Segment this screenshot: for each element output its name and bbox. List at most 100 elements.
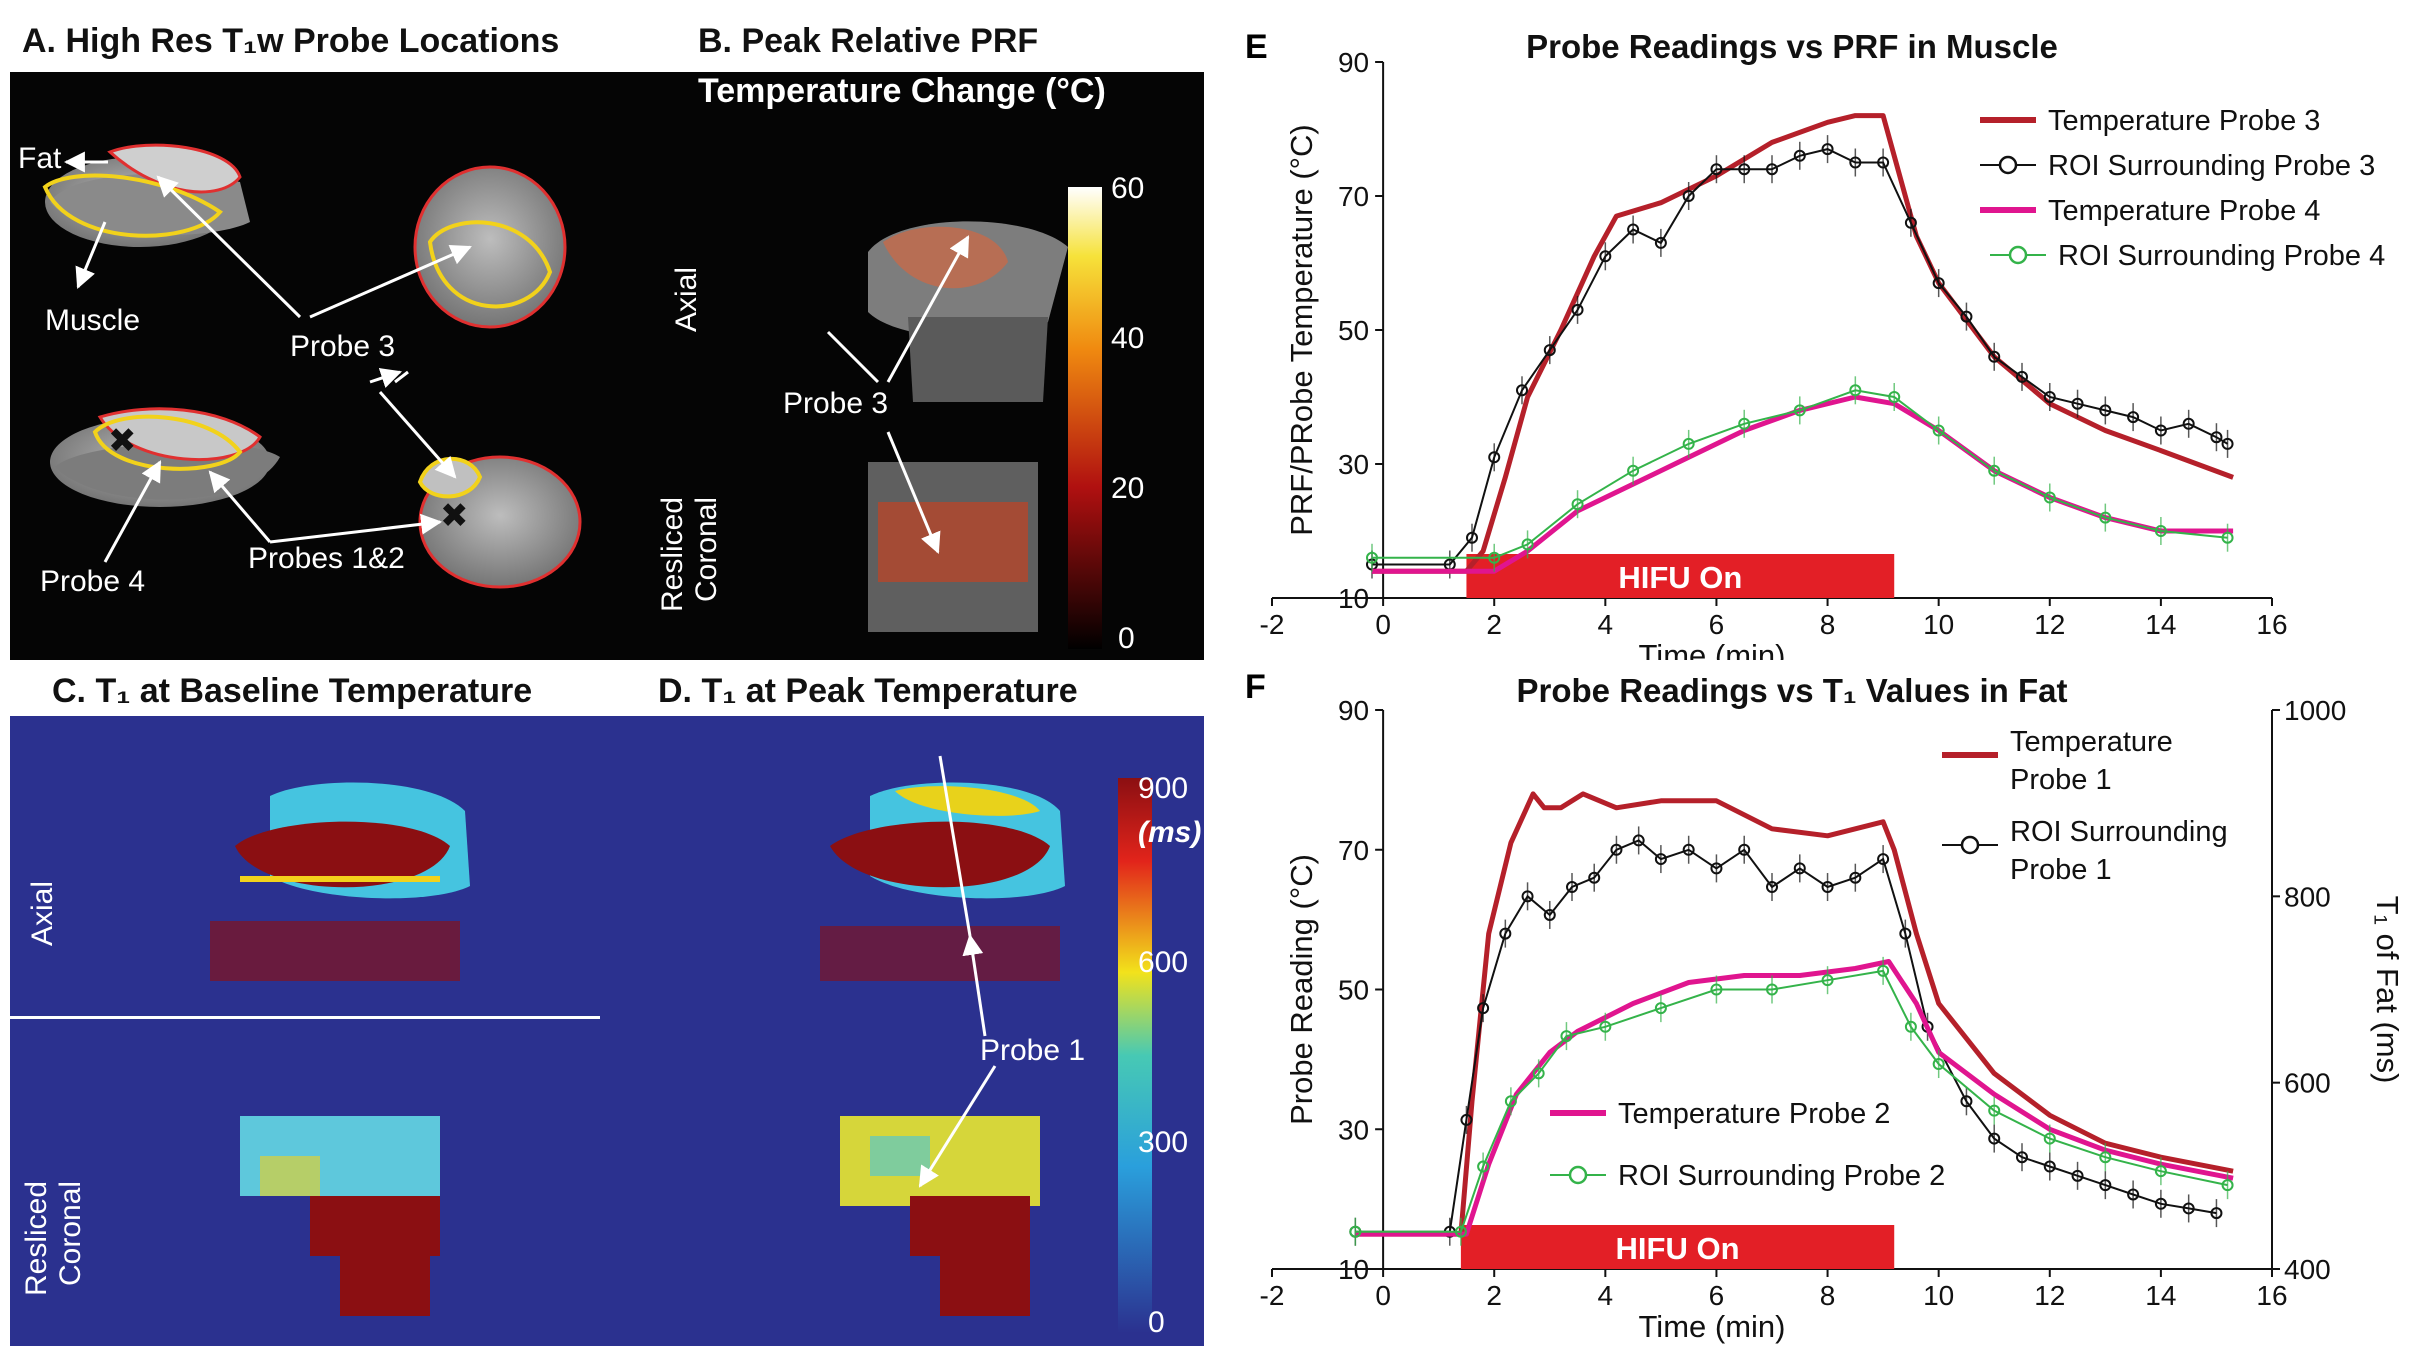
panel-d-t1-map: Probe 1 900 (ms) 600 300 0 bbox=[600, 716, 1204, 1346]
chart-f-series-3-point bbox=[1560, 1030, 1573, 1043]
chart-e-series-1-point bbox=[1466, 531, 1478, 544]
chart-f-ytick-label: 10 bbox=[1338, 1254, 1369, 1285]
chart-f-xtick-label: 14 bbox=[2145, 1280, 2176, 1311]
chart-e-xtick-label: 2 bbox=[1486, 609, 1502, 640]
chart-f-series-3-point bbox=[1477, 1160, 1490, 1173]
prf-colorbar bbox=[1068, 187, 1102, 649]
t1-colorbar bbox=[1118, 778, 1152, 1333]
chart-f-series-1-point bbox=[2182, 1202, 2195, 1215]
chart-f-series-1-point bbox=[1588, 871, 1601, 884]
panel-b-prf-map bbox=[648, 72, 1204, 660]
chart-f-ytick-label: 70 bbox=[1338, 835, 1369, 866]
chart-f-title: Probe Readings vs T₁ Values in Fat bbox=[1517, 672, 2068, 709]
chart-e-series-3-point bbox=[2043, 491, 2056, 504]
chart-e-series-1-point bbox=[1516, 384, 1528, 397]
panel-d-title: D. T₁ at Peak Temperature bbox=[658, 672, 1078, 710]
chart-f-series-3-point bbox=[1766, 983, 1778, 996]
chart-e-series-1-point bbox=[1488, 451, 1501, 464]
probes12-label: Probes 1&2 bbox=[248, 542, 405, 575]
chart-f-y2tick-label: 600 bbox=[2284, 1068, 2331, 1099]
t1-colorbar-tick-600: 600 bbox=[1138, 946, 1189, 979]
chart-f-y2tick-label: 400 bbox=[2284, 1254, 2331, 1285]
chart-e-ytick-label: 50 bbox=[1338, 315, 1369, 346]
chart-e-series-1-point bbox=[1627, 223, 1640, 236]
chart-e-hifu-label: HIFU On bbox=[1618, 560, 1742, 595]
chart-f-series-3-point bbox=[1504, 1095, 1517, 1108]
prf-colorbar-tick-40: 40 bbox=[1111, 322, 1145, 355]
chart-f-hifu-bar bbox=[1460, 1225, 1895, 1269]
chart-f-xtick-label: 12 bbox=[2034, 1280, 2065, 1311]
panel-b-title-line2: Temperature Change (°C) bbox=[698, 72, 1106, 110]
prf-colorbar-tick-20: 20 bbox=[1111, 472, 1145, 505]
chart-f-y2tick-label: 1000 bbox=[2284, 695, 2346, 726]
chart-e-series-1-point bbox=[2127, 411, 2140, 424]
panel-c-coronal-label-1: Resliced bbox=[20, 1180, 53, 1296]
chart-e-series-1-point bbox=[1821, 143, 1834, 156]
chart-f-series-3-point bbox=[2099, 1151, 2112, 1164]
prf-colorbar-tick-0: 0 bbox=[1118, 622, 1135, 655]
panel-c-coronal-label-2: Coronal bbox=[54, 1180, 87, 1286]
chart-f-xtick-label: 6 bbox=[1709, 1280, 1725, 1311]
chart-f-xtick-label: 8 bbox=[1820, 1280, 1836, 1311]
chart-f-series-1-point bbox=[2154, 1197, 2167, 1210]
panel-b-mri-image: Axial Resliced Coronal Probe 3 60 40 20 … bbox=[648, 72, 1204, 660]
chart-e-xtick-label: 4 bbox=[1598, 609, 1614, 640]
chart-f-xtick-label: 2 bbox=[1486, 1280, 1502, 1311]
chart-f: Probe Readings vs T₁ Values in Fat -2 0 2 4 6… bbox=[1260, 672, 2405, 1344]
chart-f-ytick-label: 30 bbox=[1338, 1114, 1369, 1145]
chart-e-series-3-point bbox=[1988, 464, 2001, 477]
chart-e-legend-label: ROI Surrounding Probe 3 bbox=[2048, 150, 2375, 182]
chart-e-series-3-point bbox=[1849, 384, 1862, 397]
chart-f-series-1-point bbox=[2016, 1151, 2028, 1164]
chart-e-series-3-point bbox=[2221, 531, 2234, 544]
chart-f-y2tick-label: 800 bbox=[2284, 881, 2331, 912]
panel-a-mri-image: ✖ ✖ Fat Muscle Probe 3 Probe 4 Probes 1&… bbox=[10, 72, 648, 660]
chart-f-series-1-point bbox=[1766, 881, 1778, 894]
chart-e-series-1-point bbox=[1738, 163, 1751, 176]
chart-f-series-1-point bbox=[1738, 843, 1751, 856]
t1-colorbar-tick-900: 900 bbox=[1138, 772, 1189, 805]
chart-f-legend-label: Probe 1 bbox=[2010, 854, 2112, 886]
muscle-label: Muscle bbox=[45, 304, 141, 337]
panel-a-slices: ✖ ✖ bbox=[42, 143, 582, 589]
chart-f-series-1-point bbox=[2099, 1179, 2112, 1192]
chart-e-series-1-point bbox=[1988, 350, 2001, 363]
panel-c-title: C. T₁ at Baseline Temperature bbox=[52, 672, 533, 710]
chart-f-xtick-label: -2 bbox=[1260, 1280, 1285, 1311]
probe4-label: Probe 4 bbox=[40, 565, 146, 598]
chart-e-series-1-point bbox=[2099, 404, 2112, 417]
chart-e-series-1-point bbox=[2043, 391, 2056, 403]
chart-f-xtick-label: 0 bbox=[1375, 1280, 1391, 1311]
chart-f-series-3-point bbox=[1904, 1020, 1917, 1033]
chart-f-series-3-point bbox=[2043, 1132, 2056, 1145]
chart-e-legend-marker bbox=[2008, 245, 2028, 265]
chart-f-series-1-point bbox=[1477, 1002, 1490, 1015]
chart-f-series-1-point bbox=[1821, 881, 1834, 894]
chart-e-ytick-label: 10 bbox=[1338, 583, 1369, 614]
chart-f-series-1-point bbox=[1849, 871, 1862, 884]
chart-f-series-0-line bbox=[1355, 791, 2234, 1237]
chart-e-series-3-point bbox=[2099, 511, 2112, 524]
panel-d-probe1-label: Probe 1 bbox=[980, 1034, 1086, 1067]
chart-f-legend-label: ROI Surrounding bbox=[2010, 816, 2228, 848]
chart-e-series-3-point bbox=[1888, 391, 1901, 403]
chart-e-series-1-point bbox=[1932, 277, 1945, 290]
chart-e-series-1-point bbox=[1793, 149, 1806, 162]
chart-e-series-1-point bbox=[1877, 156, 1890, 169]
chart-f-xlabel: Time (min) bbox=[1639, 1309, 1786, 1344]
chart-e-xtick-label: -2 bbox=[1260, 609, 1285, 640]
t1-colorbar-tick-300: 300 bbox=[1138, 1126, 1189, 1159]
chart-e-ytick-label: 90 bbox=[1338, 47, 1369, 78]
chart-f-xtick-label: 16 bbox=[2256, 1280, 2287, 1311]
chart-f-series-1-point bbox=[1710, 862, 1723, 875]
chart-f-series-1-point bbox=[1566, 881, 1578, 894]
chart-e-series-3-point bbox=[1571, 498, 1584, 511]
chart-f-series-3-point bbox=[1988, 1104, 2001, 1117]
chart-e: Probe Readings vs PRF in Muscle -2 0 2 4 6 8 10… bbox=[1260, 28, 2386, 660]
chart-f-series-1-point bbox=[1610, 843, 1623, 856]
svg-text:✖: ✖ bbox=[440, 497, 469, 535]
chart-f-series-1-point bbox=[1499, 927, 1512, 940]
panel-e-label: E bbox=[1245, 28, 1268, 66]
chart-f-series-1-point bbox=[1899, 927, 1912, 940]
chart-e-xtick-label: 16 bbox=[2256, 609, 2287, 640]
